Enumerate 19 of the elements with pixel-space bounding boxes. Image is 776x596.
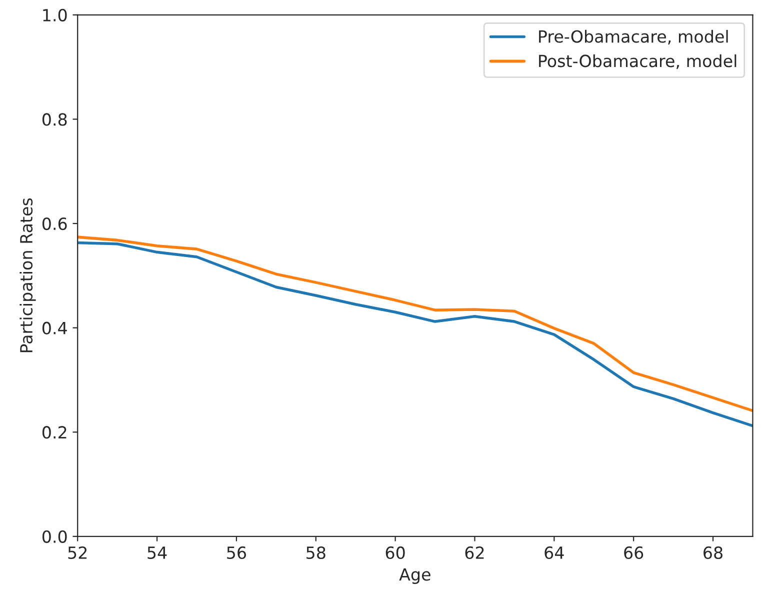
- y-tick-label: 0.6: [42, 217, 67, 230]
- x-axis-title: Age: [399, 568, 430, 584]
- y-tick-label: 0.2: [42, 426, 66, 439]
- y-tick-label: 0.4: [42, 322, 67, 334]
- y-axis-title: Participation Rates: [20, 198, 36, 352]
- x-tick-label: 68: [704, 546, 722, 560]
- x-tick-label: 66: [624, 546, 644, 560]
- y-tick-label: 1.0: [43, 8, 67, 22]
- x-tick-label: 62: [465, 546, 484, 560]
- x-tick-label: 52: [68, 546, 87, 560]
- x-tick-label: 58: [306, 546, 326, 560]
- x-tick-label: 56: [227, 546, 246, 560]
- x-tick-label: 54: [148, 546, 167, 560]
- x-tick-label: 64: [544, 546, 564, 560]
- y-tick-label: 0.0: [42, 530, 67, 543]
- y-tick-label: 0.8: [42, 113, 67, 126]
- x-tick-label: 60: [386, 546, 405, 560]
- legend-label: Post-Obamacare, model: [539, 54, 736, 69]
- legend-label: Pre-Obamacare, model: [539, 30, 728, 44]
